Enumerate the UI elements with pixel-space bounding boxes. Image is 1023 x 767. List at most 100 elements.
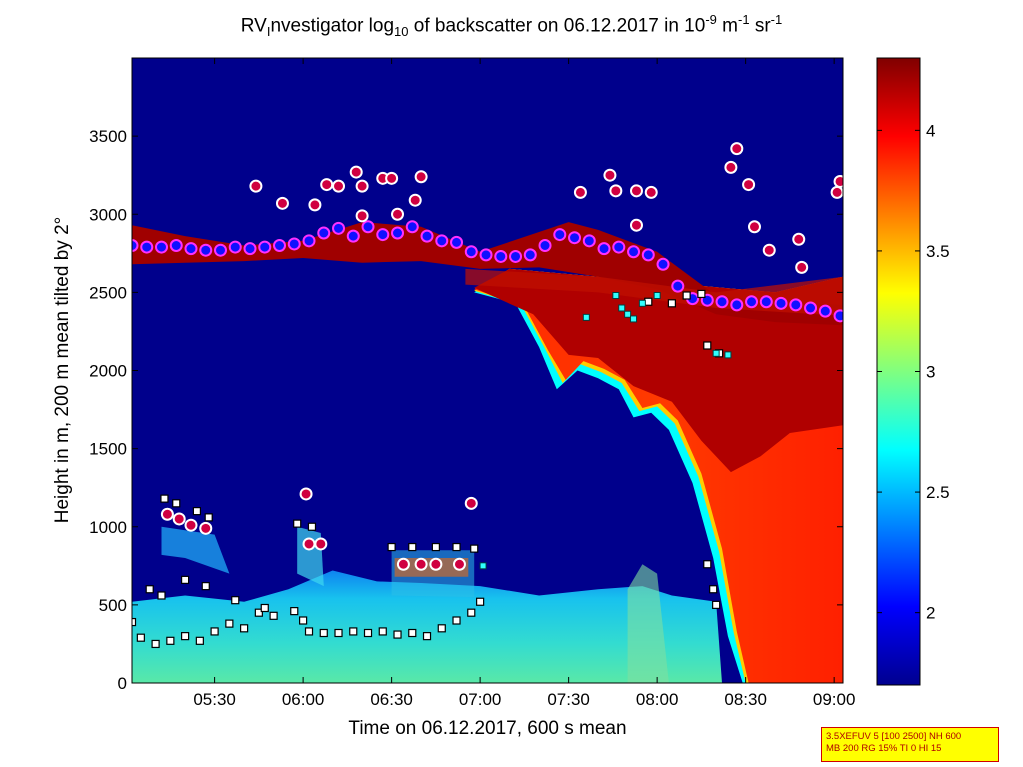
colorbar-tick-label: 2.5: [926, 483, 950, 502]
colorbar-tick-label: 4: [926, 121, 935, 140]
layer-marker: [363, 628, 373, 638]
circle-marker: [629, 184, 643, 198]
layer-marker: [393, 630, 402, 639]
cloud-top-marker: [435, 234, 449, 248]
cyan-marker: [630, 315, 638, 323]
circle-marker: [629, 218, 643, 232]
circle-marker: [172, 512, 186, 526]
circle-marker: [429, 557, 443, 571]
cloud-top-marker: [228, 240, 242, 254]
layer-marker: [210, 627, 219, 636]
layer-marker: [334, 628, 343, 638]
y-tick-label: 500: [99, 596, 127, 615]
cloud-top-marker: [302, 234, 316, 248]
cyan-marker: [624, 310, 632, 318]
circle-marker: [573, 185, 587, 199]
layer-marker: [437, 624, 446, 633]
cloud-top-marker: [132, 239, 139, 252]
layer-marker: [160, 494, 169, 503]
layer-marker: [136, 633, 145, 642]
cloud-top-marker: [391, 226, 405, 240]
cyan-marker: [618, 304, 626, 312]
cloud-top-marker: [818, 304, 832, 318]
layer-marker: [145, 585, 154, 594]
cloud-top-marker: [774, 296, 788, 310]
layer-marker: [269, 611, 278, 620]
circle-marker: [833, 174, 843, 188]
circle-marker: [408, 193, 422, 207]
cloud-top-marker: [612, 240, 626, 254]
cloud-top-marker: [184, 242, 198, 256]
x-axis-label: Time on 06.12.2017, 600 s mean: [348, 718, 627, 739]
layer-marker: [254, 608, 263, 617]
layer-marker: [682, 291, 691, 300]
layer-marker: [452, 542, 461, 552]
layer-marker: [225, 619, 234, 628]
circle-marker: [308, 198, 322, 212]
circle-marker: [355, 209, 369, 223]
layer-marker: [172, 499, 181, 508]
circle-marker: [275, 196, 289, 210]
cloud-top-marker: [568, 231, 582, 245]
cloud-top-marker: [420, 229, 434, 243]
layer-marker: [181, 575, 190, 584]
circle-marker: [603, 168, 617, 182]
circle-marker: [644, 185, 658, 199]
data-markers: [132, 142, 843, 649]
layer-marker: [304, 627, 314, 636]
colorbar-tick-label: 3: [926, 363, 935, 382]
cloud-top-marker: [450, 235, 464, 249]
cyan-marker: [638, 299, 646, 307]
layer-marker: [697, 289, 706, 299]
cloud-top-marker: [332, 221, 346, 235]
x-tick-label: 09:00: [813, 690, 856, 709]
circle-marker: [302, 537, 316, 551]
settings-badge-line-2: MB 200 RG 15% TI 0 HI 15: [826, 743, 942, 754]
colorbar: 2 2.5 3 3.5 4: [876, 57, 950, 686]
layer-marker: [307, 522, 317, 531]
layer-marker: [204, 513, 213, 522]
circle-marker: [464, 496, 478, 510]
cloud-top-marker: [155, 240, 169, 254]
settings-badge: 3.5XEFUV 5 [100 2500] NH 600 MB 200 RG 1…: [821, 727, 999, 762]
cloud-fragment-a: [161, 526, 230, 574]
x-tick-label: 07:30: [547, 690, 590, 709]
y-tick-label: 1500: [89, 440, 127, 459]
cloud-top-marker: [523, 248, 537, 262]
cloud-top-marker: [199, 243, 213, 257]
y-tick-label: 2000: [89, 362, 127, 381]
cloud-top-marker: [509, 249, 523, 263]
layer-marker: [181, 632, 190, 641]
cloud-top-marker: [833, 309, 843, 323]
cloud-top-marker: [258, 240, 272, 254]
layer-marker: [240, 624, 249, 633]
cloud-top-marker: [597, 242, 611, 256]
x-tick-label: 07:00: [459, 690, 502, 709]
circle-marker: [385, 171, 399, 185]
circle-marker: [762, 243, 776, 257]
cloud-top-marker: [494, 249, 508, 263]
cloud-layer-top: [132, 222, 843, 326]
layer-marker: [422, 632, 432, 641]
circle-marker: [396, 557, 410, 571]
layer-marker: [452, 616, 461, 625]
layer-marker: [157, 591, 166, 600]
circle-marker: [349, 165, 363, 179]
cyan-marker: [712, 349, 720, 357]
circle-marker: [355, 179, 369, 193]
cloud-top-marker: [745, 295, 759, 309]
y-tick-label: 0: [118, 674, 127, 693]
x-axis: 05:30 06:00 06:30 07:00 07:30 08:00 08:30 09:00: [193, 58, 855, 709]
layer-marker: [703, 341, 712, 350]
layer-marker: [349, 627, 358, 636]
circle-marker: [724, 160, 738, 174]
circle-marker: [391, 207, 405, 221]
layer-marker: [476, 597, 485, 606]
circle-marker: [414, 557, 428, 571]
y-tick-label: 3000: [89, 205, 127, 224]
layer-marker: [151, 639, 160, 649]
cloud-top-marker: [346, 229, 360, 243]
y-axis: 0 500 1000 1500 2000 2500 3000 3500: [89, 127, 843, 693]
cyan-marker: [653, 292, 661, 299]
y-axis-label: Height in m, 200 m mean tilted by 2°: [52, 216, 73, 524]
